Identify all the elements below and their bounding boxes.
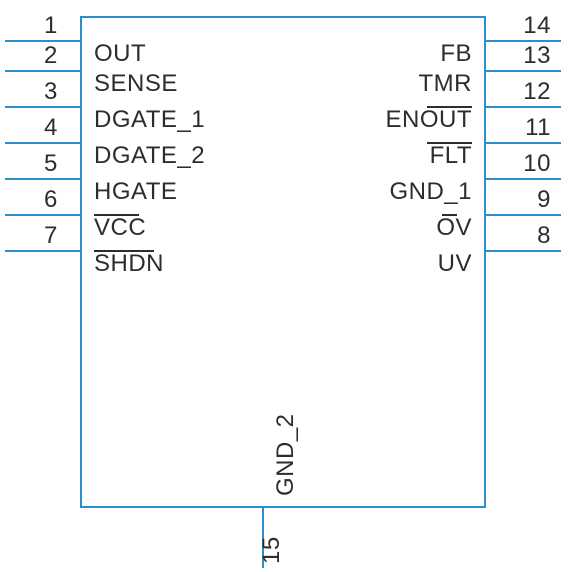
pin-number: 7: [44, 222, 58, 250]
pin-number: 6: [44, 186, 58, 214]
pin-label: DGATE_2: [94, 142, 205, 170]
overline: [442, 214, 457, 216]
pin-label: ENOUT: [386, 106, 473, 134]
pin-number: 3: [44, 78, 58, 106]
pin-lead: [486, 250, 561, 252]
pin-lead: [486, 70, 561, 72]
pin-number: 12: [523, 78, 551, 106]
pin-number: 11: [525, 114, 551, 142]
pin-number: 15: [258, 536, 286, 564]
pin-number: 8: [537, 222, 551, 250]
overline: [427, 106, 472, 108]
pin-label: OV: [436, 214, 472, 242]
pin-lead: [5, 214, 80, 216]
pin-label: SHDN: [94, 250, 164, 278]
pin-label: GND_2: [272, 413, 300, 496]
pin-label: OUT: [94, 40, 146, 68]
pin-label: SENSE: [94, 70, 178, 98]
pin-label: GND_1: [389, 178, 472, 206]
pin-number: 9: [537, 186, 551, 214]
pin-lead: [486, 214, 561, 216]
pin-lead: [5, 178, 80, 180]
pin-label: UV: [438, 250, 472, 278]
pin-label: DGATE_1: [94, 106, 205, 134]
pin-number: 1: [44, 12, 58, 40]
pin-number: 13: [523, 42, 551, 70]
pin-label: FB: [440, 40, 472, 68]
pin-label: TMR: [419, 70, 472, 98]
pin-number: 10: [523, 150, 551, 178]
overline: [94, 214, 139, 216]
pin-number: 14: [523, 12, 551, 40]
pin-number: 4: [44, 114, 58, 142]
pin-lead: [5, 70, 80, 72]
pin-number: 5: [44, 150, 58, 178]
pin-label: HGATE: [94, 178, 177, 206]
pin-lead: [486, 178, 561, 180]
pin-lead: [5, 106, 80, 108]
overline: [94, 250, 154, 252]
pin-lead: [5, 40, 80, 42]
pin-label: FLT: [430, 142, 472, 170]
pin-lead: [5, 142, 80, 144]
pin-lead: [486, 142, 561, 144]
pin-label: VCC: [94, 214, 146, 242]
pin-number: 2: [44, 42, 58, 70]
pin-lead: [5, 250, 80, 252]
pin-lead: [486, 106, 561, 108]
overline: [427, 142, 472, 144]
